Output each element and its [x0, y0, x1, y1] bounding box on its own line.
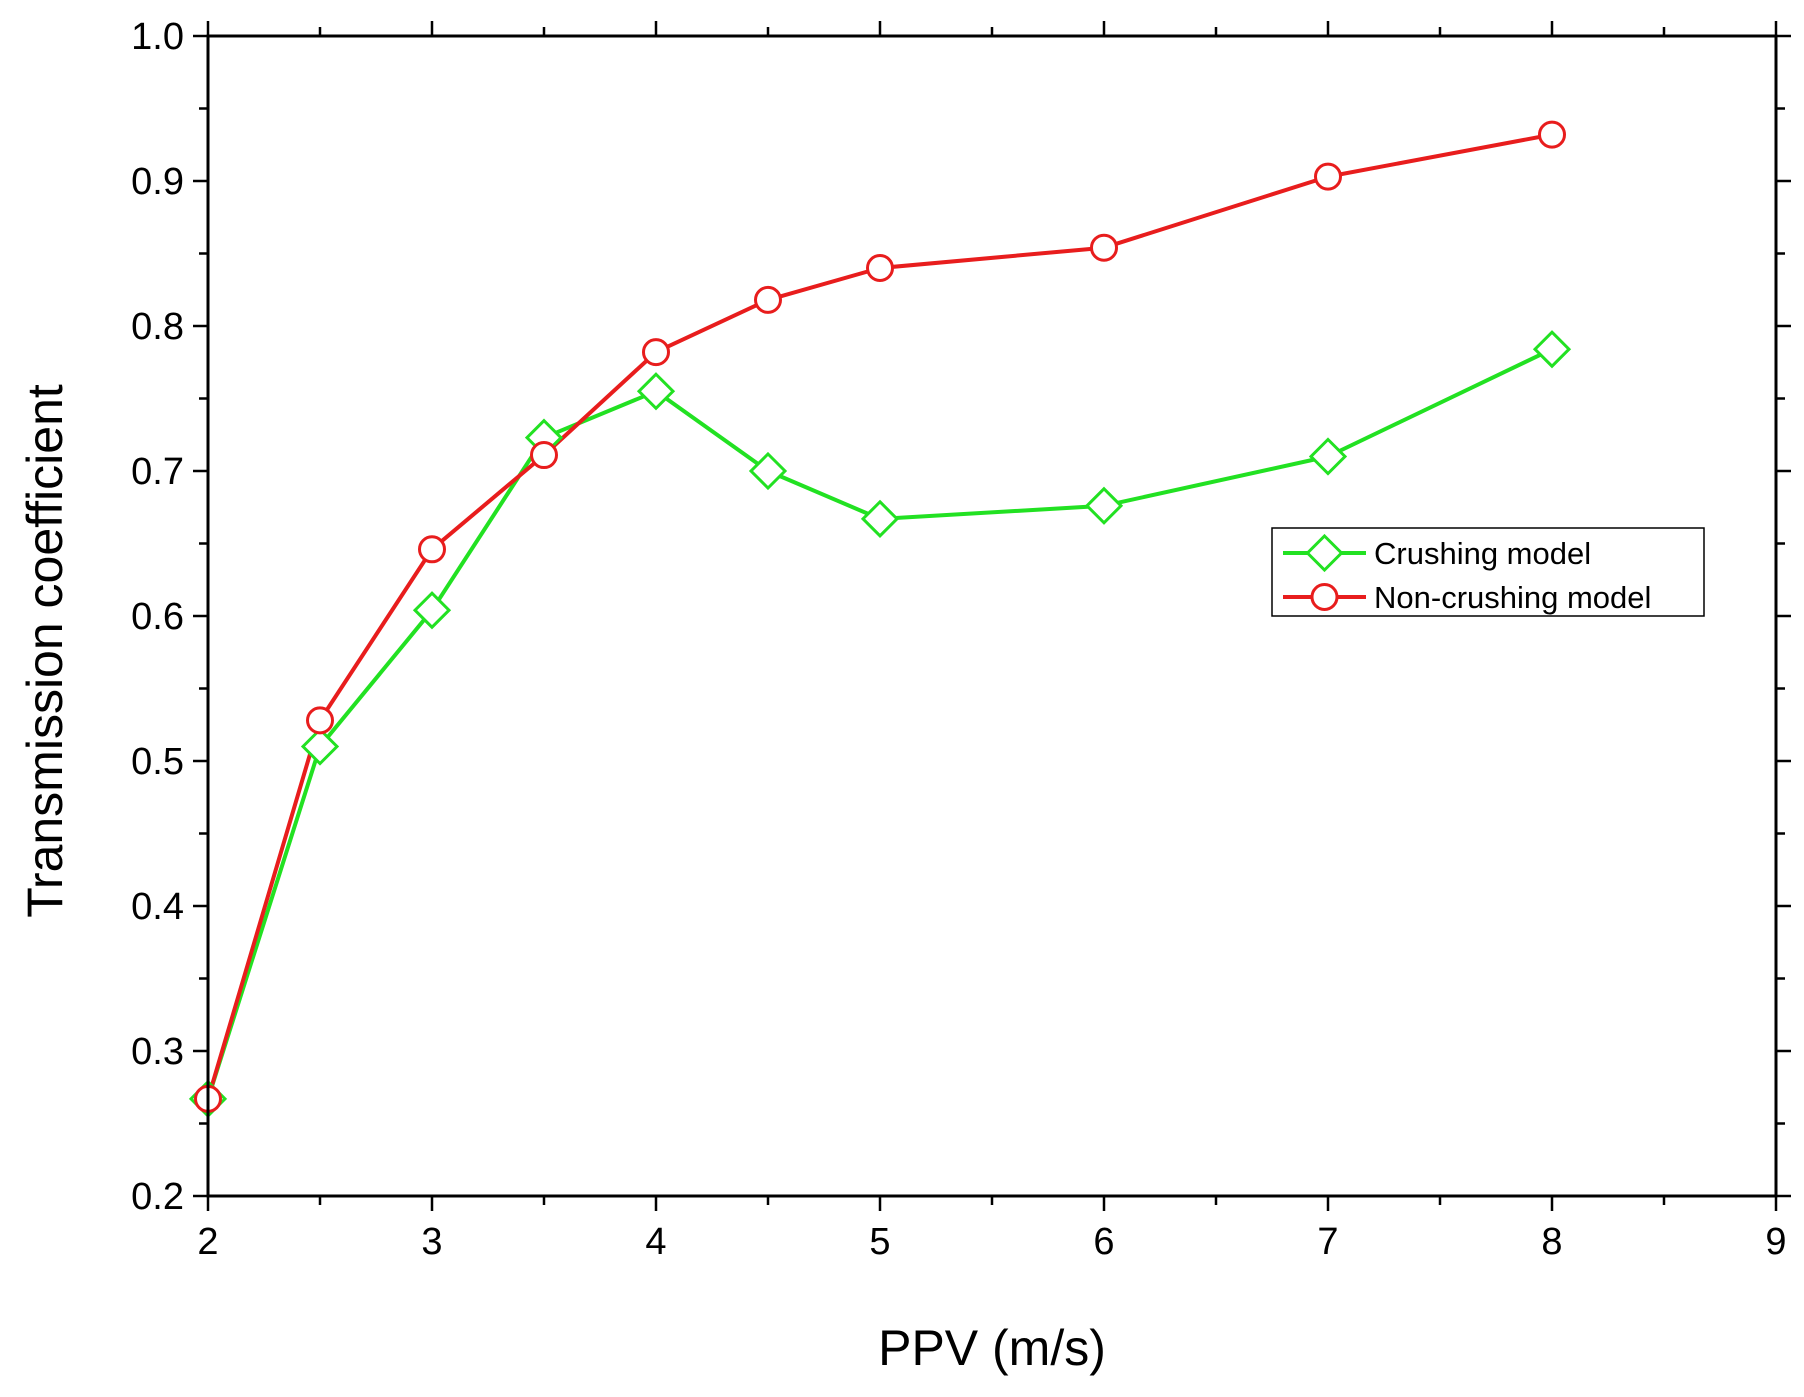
x-tick-label: 9: [1765, 1221, 1786, 1263]
data-point-crushing: [860, 499, 900, 538]
data-point-noncrushing: [642, 338, 670, 367]
data-point-noncrushing: [866, 254, 894, 282]
data-point-crushing: [300, 727, 340, 766]
y-tick-label: 0.7: [131, 451, 184, 493]
x-tick-label: 3: [421, 1221, 442, 1263]
data-point-noncrushing: [418, 535, 446, 564]
data-point-crushing: [636, 372, 676, 411]
data-point-noncrushing: [1538, 120, 1566, 149]
tick-label-layer: 2 3 4 5 6 7 8 9 0.2 0.3 0.4 0.5 0.6 0.7 0.8 0.9 1.0: [131, 16, 1786, 1263]
legend-crushing-label: Crushing model: [1374, 536, 1591, 571]
y-tick-label: 0.6: [131, 596, 184, 638]
data-point-noncrushing: [530, 441, 558, 470]
x-tick-label: 8: [1541, 1221, 1562, 1263]
y-tick-label: 0.2: [131, 1176, 184, 1218]
data-point-noncrushing: [1090, 233, 1118, 262]
legend: Crushing model Non-crushing model: [1271, 527, 1705, 617]
x-tick-label: 4: [645, 1221, 666, 1263]
data-point-crushing: [412, 591, 452, 630]
data-point-noncrushing: [1314, 162, 1342, 191]
y-axis-title: Transmission coefficient: [17, 384, 73, 918]
data-point-crushing: [1308, 437, 1348, 476]
y-tick-label: 0.8: [131, 306, 184, 348]
series-line-0: [206, 347, 1553, 1100]
data-point-crushing: [1084, 486, 1124, 525]
x-tick-label: 6: [1093, 1221, 1114, 1263]
series-line-1: [206, 132, 1553, 1100]
x-tick-label: 7: [1317, 1221, 1338, 1263]
x-tick-label: 5: [869, 1221, 890, 1263]
plot-frame: [206, 34, 1778, 1198]
data-point-noncrushing: [306, 706, 334, 735]
y-tick-label: 1.0: [131, 16, 184, 58]
data-point-noncrushing: [754, 285, 782, 314]
data-point-crushing: [748, 451, 788, 491]
data-point-crushing: [1532, 330, 1572, 369]
legend-crushing-marker: [1305, 533, 1344, 573]
legend-box: [1271, 527, 1705, 617]
x-axis-title: PPV (m/s): [878, 1320, 1106, 1376]
legend-noncrushing-label: Non-crushing model: [1374, 580, 1651, 615]
y-tick-label: 0.4: [131, 886, 184, 928]
x-tick-label: 2: [197, 1221, 218, 1263]
y-tick-label: 0.3: [131, 1031, 184, 1073]
series-layer: [188, 120, 1572, 1118]
y-tick-label: 0.5: [131, 741, 184, 783]
y-tick-label: 0.9: [131, 161, 184, 203]
legend-noncrushing-marker: [1310, 583, 1339, 611]
